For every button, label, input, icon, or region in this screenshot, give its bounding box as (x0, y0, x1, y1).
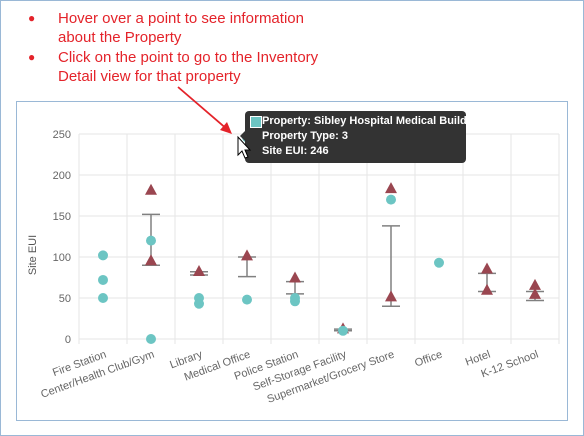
instruction-line: Detail view for that property (58, 67, 318, 86)
x-tick-label: Office (413, 349, 444, 370)
bullet-icon: ● (28, 9, 35, 28)
data-point[interactable] (146, 334, 156, 344)
whisker-mark (286, 282, 304, 294)
triangle-point[interactable] (145, 184, 157, 195)
triangle-series (145, 182, 541, 333)
triangle-point[interactable] (289, 272, 301, 283)
tooltip-type: Property Type: 3 (262, 129, 348, 144)
chart-container: 0 50 100 150 200 250 Site EUI Fire Station Cen… (16, 101, 568, 421)
tooltip-swatch (250, 116, 262, 128)
bullet-icon: ● (28, 48, 35, 67)
triangle-point[interactable] (145, 254, 157, 265)
triangle-point[interactable] (385, 290, 397, 301)
triangle-point[interactable] (385, 182, 397, 193)
triangle-point[interactable] (241, 249, 253, 260)
data-point[interactable] (146, 236, 156, 246)
instruction-line: Click on the point to go to the Inventor… (58, 48, 318, 67)
triangle-point[interactable] (481, 262, 493, 273)
data-point[interactable] (98, 293, 108, 303)
y-tick-label: 250 (53, 129, 71, 141)
data-point[interactable] (338, 326, 348, 336)
y-tick-label: 150 (53, 211, 71, 223)
triangle-point[interactable] (193, 265, 205, 276)
instruction-click: ● Click on the point to go to the Invent… (58, 48, 318, 86)
data-point[interactable] (98, 275, 108, 285)
data-point[interactable] (434, 258, 444, 268)
y-tick-label: 100 (53, 252, 71, 264)
data-point[interactable] (290, 296, 300, 306)
y-axis-label: Site EUI (27, 235, 39, 275)
triangle-point[interactable] (481, 284, 493, 295)
y-axis-ticks: 0 50 100 150 200 250 (53, 129, 71, 346)
y-tick-label: 200 (53, 170, 71, 182)
y-tick-label: 50 (59, 293, 71, 305)
data-point[interactable] (98, 250, 108, 260)
instruction-line: about the Property (58, 28, 304, 47)
instruction-hover: ● Hover over a point to see information … (58, 9, 304, 47)
data-point[interactable] (242, 295, 252, 305)
data-point[interactable] (386, 195, 396, 205)
tooltip: Property: Sibley Hospital Medical Buildi… (245, 111, 466, 163)
tooltip-eui: Site EUI: 246 (262, 144, 329, 159)
instruction-line: Hover over a point to see information (58, 9, 304, 28)
tooltip-property: Property: Sibley Hospital Medical Buildi… (262, 114, 483, 129)
data-point[interactable] (194, 299, 204, 309)
tooltip-caret (240, 131, 245, 141)
y-tick-label: 0 (65, 334, 71, 346)
